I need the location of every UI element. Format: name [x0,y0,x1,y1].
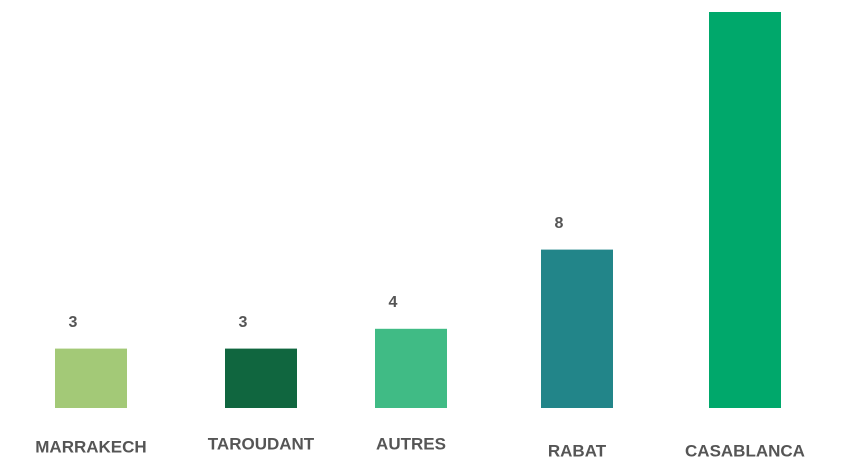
category-label: MARRAKECH [35,437,146,456]
bar [55,348,127,408]
value-label: 3 [239,314,248,331]
bar [225,348,297,408]
bar [709,12,781,408]
category-label: CASABLANCA [685,441,805,460]
bar [541,249,613,408]
value-label: 4 [389,294,398,311]
value-label: 3 [69,314,78,331]
value-label: 8 [555,215,564,232]
bar [375,328,447,408]
category-label: AUTRES [376,434,446,453]
category-label: RABAT [548,441,607,460]
category-label: TAROUDANT [208,434,315,453]
